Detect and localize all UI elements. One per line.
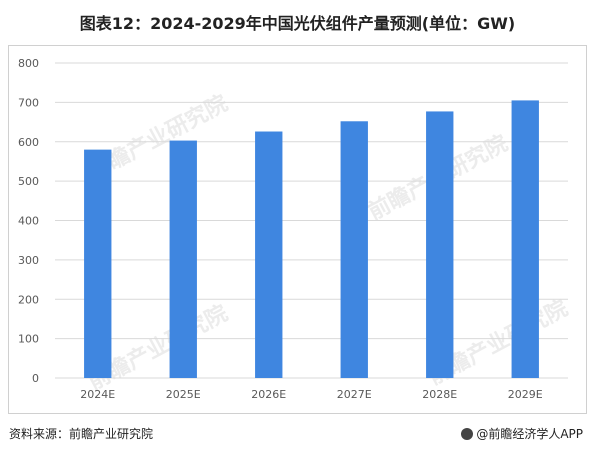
bar bbox=[84, 149, 112, 378]
y-tick-label: 700 bbox=[18, 96, 39, 109]
bar bbox=[511, 100, 539, 378]
y-tick-label: 0 bbox=[32, 372, 39, 385]
y-tick-label: 500 bbox=[18, 175, 39, 188]
source-note: 资料来源：前瞻产业研究院 bbox=[9, 427, 154, 441]
y-tick-label: 300 bbox=[18, 254, 39, 267]
x-tick-label: 2024E bbox=[80, 388, 115, 401]
bar bbox=[340, 121, 368, 379]
y-tick-label: 100 bbox=[18, 333, 39, 346]
x-tick-label: 2029E bbox=[508, 388, 543, 401]
chart-frame bbox=[8, 45, 587, 414]
bar bbox=[169, 140, 197, 378]
bar bbox=[255, 131, 283, 378]
x-tick-label: 2025E bbox=[166, 388, 201, 401]
brand-credit: @前瞻经济学人APP bbox=[461, 425, 583, 442]
x-tick-label: 2027E bbox=[337, 388, 372, 401]
y-tick-label: 600 bbox=[18, 136, 39, 149]
brand-text: @前瞻经济学人APP bbox=[476, 427, 583, 441]
chart-title: 图表12：2024-2029年中国光伏组件产量预测(单位：GW) bbox=[79, 14, 516, 33]
brand-logo-icon bbox=[461, 427, 474, 440]
y-tick-label: 800 bbox=[18, 57, 39, 70]
x-tick-label: 2028E bbox=[422, 388, 457, 401]
y-tick-label: 200 bbox=[18, 293, 39, 306]
bar bbox=[426, 111, 454, 379]
x-tick-label: 2026E bbox=[251, 388, 286, 401]
y-tick-label: 400 bbox=[18, 215, 39, 228]
